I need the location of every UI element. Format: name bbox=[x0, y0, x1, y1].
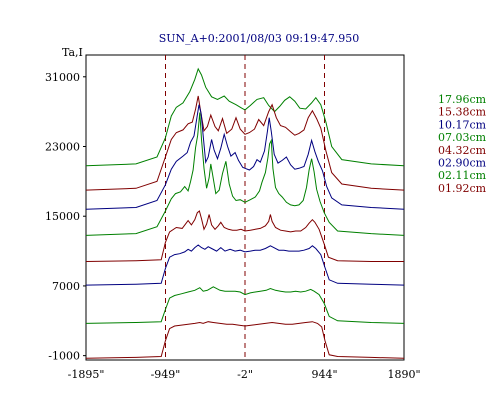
legend-entry: 02.90cm bbox=[438, 157, 487, 170]
y-tick-label: -1000 bbox=[48, 350, 80, 363]
series-line-17.96cm bbox=[85, 67, 405, 167]
y-ticks: 31000 23000 15000 7000 -1000 bbox=[45, 71, 86, 363]
series-line-04.32cm bbox=[85, 210, 404, 262]
x-tick-label: -2" bbox=[237, 368, 253, 381]
legend: 17.96cm15.38cm10.17cm07.03cm04.32cm02.90… bbox=[438, 93, 487, 195]
legend-entry: 07.03cm bbox=[438, 131, 487, 144]
legend-entry: 15.38cm bbox=[438, 106, 487, 119]
series-line-01.92cm bbox=[85, 321, 405, 359]
y-tick-label: 31000 bbox=[45, 71, 80, 84]
y-tick-label: 7000 bbox=[52, 280, 80, 293]
y-axis-label: Ta,I bbox=[62, 46, 83, 59]
legend-entry: 01.92cm bbox=[438, 182, 487, 195]
dashed-markers bbox=[165, 55, 325, 360]
x-tick-label: 1890" bbox=[387, 368, 420, 381]
series-line-02.90cm bbox=[85, 244, 405, 286]
legend-entry: 10.17cm bbox=[438, 118, 487, 131]
y-tick-label: 23000 bbox=[45, 141, 80, 154]
x-ticks: -1895" -949" -2" 944" 1890" bbox=[68, 368, 421, 381]
x-tick-label: -1895" bbox=[68, 368, 105, 381]
x-tick-label: 944" bbox=[311, 368, 337, 381]
series-group bbox=[85, 67, 405, 359]
legend-entry: 02.11cm bbox=[438, 169, 487, 182]
legend-entry: 04.32cm bbox=[438, 144, 487, 157]
series-line-02.11cm bbox=[85, 286, 405, 324]
series-line-07.03cm bbox=[85, 112, 405, 236]
legend-entry: 17.96cm bbox=[438, 93, 487, 106]
series-line-10.17cm bbox=[85, 104, 405, 210]
chart-title: SUN_A+0:2001/08/03 09:19:47.950 bbox=[159, 32, 360, 45]
series-line-15.38cm bbox=[85, 95, 405, 191]
y-tick-label: 15000 bbox=[45, 210, 80, 223]
x-tick-label: -949" bbox=[151, 368, 181, 381]
